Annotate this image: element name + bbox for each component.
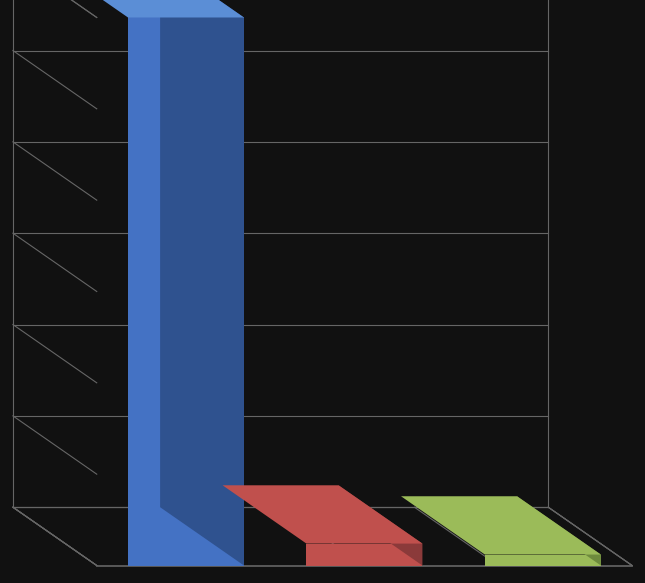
Bar [485,554,601,566]
Polygon shape [160,0,244,566]
Polygon shape [339,485,422,566]
Polygon shape [13,0,548,507]
Polygon shape [44,0,244,17]
Polygon shape [517,496,601,566]
Polygon shape [13,0,97,566]
Polygon shape [223,485,422,543]
Bar [128,17,244,566]
Polygon shape [13,507,632,566]
Bar [306,543,422,566]
Polygon shape [401,496,601,554]
